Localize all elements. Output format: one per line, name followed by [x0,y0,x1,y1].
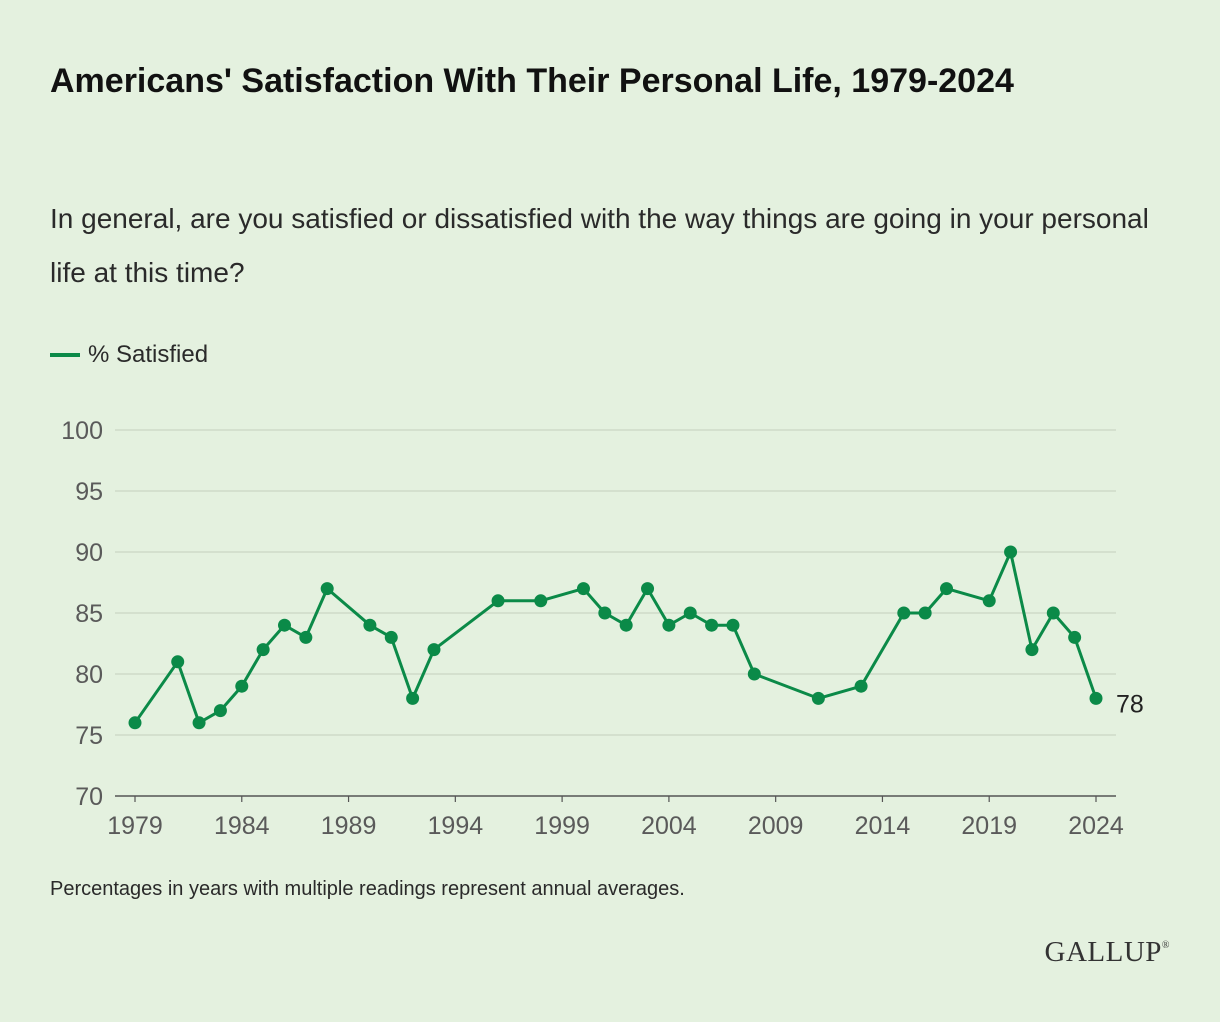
data-point-1979 [128,716,142,730]
data-point-2008 [747,667,761,681]
data-point-2013 [854,679,868,693]
data-point-2011 [811,691,825,705]
data-point-2015 [897,606,911,620]
x-axis-tick-labels: 1979 1984 1989 1994 1999 2004 2009 2014 2019 2024 [107,812,1124,840]
data-point-1990 [363,618,377,632]
x-tick-label-2014: 2014 [855,812,911,840]
data-point-2003 [641,582,655,596]
series-line-satisfied [133,550,1098,725]
x-axis [115,795,1116,802]
y-tick-label-70: 70 [75,783,103,811]
chart-legend: % Satisfied [50,338,208,372]
data-point-1983 [213,704,227,718]
data-point-1982 [192,716,206,730]
x-tick-label-1994: 1994 [428,812,484,840]
data-point-2024 [1089,691,1103,705]
data-point-1985 [256,643,270,657]
data-point-1992 [406,691,420,705]
y-tick-label-75: 75 [75,722,103,750]
data-point-1996 [491,594,505,608]
legend-label-satisfied: % Satisfied [88,341,209,368]
data-point-1993 [427,643,441,657]
x-tick-label-1979: 1979 [107,812,163,840]
data-point-1998 [534,594,548,608]
data-point-2016 [918,606,932,620]
chart-title: Americans' Satisfaction With Their Perso… [50,62,1014,100]
y-axis-tick-labels: 70 75 80 85 90 95 100 [61,417,103,811]
gallup-logo: GALLUP® [1044,936,1170,968]
data-point-2020 [1004,545,1018,559]
legend-swatch-satisfied [50,353,80,357]
data-point-2021 [1025,643,1039,657]
grid-lines [115,429,1116,736]
data-point-1984 [235,679,249,693]
data-point-1987 [299,630,313,644]
y-tick-label-90: 90 [75,539,103,567]
y-tick-label-80: 80 [75,661,103,689]
line-chart: 70 75 80 85 90 95 100 1979 1984 1989 1994 1999 2004… [61,417,1144,840]
data-point-2001 [598,606,612,620]
x-tick-label-2009: 2009 [748,812,804,840]
data-point-2019 [982,594,996,608]
x-tick-label-2004: 2004 [641,812,697,840]
data-point-1981 [171,655,185,669]
y-tick-label-85: 85 [75,600,103,628]
data-point-2007 [726,618,740,632]
data-point-1986 [277,618,291,632]
y-tick-label-95: 95 [75,478,103,506]
data-point-1991 [384,630,398,644]
data-point-2004 [662,618,676,632]
data-point-1988 [320,582,334,596]
data-point-2000 [576,582,590,596]
footnote: Percentages in years with multiple readi… [50,878,685,900]
data-point-2023 [1068,630,1082,644]
series-satisfied [128,545,1103,730]
data-point-2022 [1046,606,1060,620]
data-point-2005 [683,606,697,620]
data-labels: 78 [1116,690,1144,718]
chart-subtitle: In general, are you satisfied or dissati… [50,203,1149,288]
data-point-2006 [705,618,719,632]
x-tick-label-2019: 2019 [961,812,1017,840]
data-point-2017 [940,582,954,596]
end-value-label: 78 [1116,690,1144,718]
x-tick-label-1999: 1999 [534,812,590,840]
x-tick-label-2024: 2024 [1068,812,1124,840]
x-tick-label-1989: 1989 [321,812,377,840]
x-tick-label-1984: 1984 [214,812,270,840]
data-point-2002 [619,618,633,632]
y-tick-label-100: 100 [61,417,103,445]
